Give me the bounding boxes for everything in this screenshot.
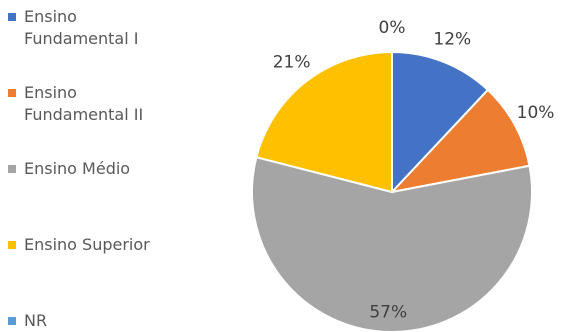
legend-swatch — [8, 317, 16, 325]
legend-item: Ensino Superior — [8, 234, 178, 256]
legend-label: Ensino Fundamental I — [24, 7, 139, 48]
pie-slice — [255, 50, 393, 194]
legend-swatch — [8, 165, 16, 173]
data-label: 12% — [433, 30, 471, 50]
legend-item: Ensino Fundamental II — [8, 82, 178, 126]
data-label: 10% — [517, 103, 555, 123]
legend-swatch — [8, 13, 16, 21]
legend-label: Ensino Médio — [24, 159, 131, 178]
legend-item: Ensino Médio — [8, 158, 178, 180]
pie-slice — [391, 50, 490, 195]
legend-swatch — [8, 241, 16, 249]
legend-label: NR — [24, 311, 48, 330]
pie-slice — [389, 88, 531, 194]
legend-item: Ensino Fundamental I — [8, 6, 178, 50]
legend-swatch — [8, 89, 16, 97]
legend-label: Ensino Fundamental II — [24, 83, 144, 124]
data-label: 57% — [369, 302, 407, 322]
data-label: 21% — [273, 53, 311, 73]
data-label: 0% — [379, 18, 406, 38]
legend-label: Ensino Superior — [24, 235, 150, 254]
legend-item: NR — [8, 310, 178, 332]
